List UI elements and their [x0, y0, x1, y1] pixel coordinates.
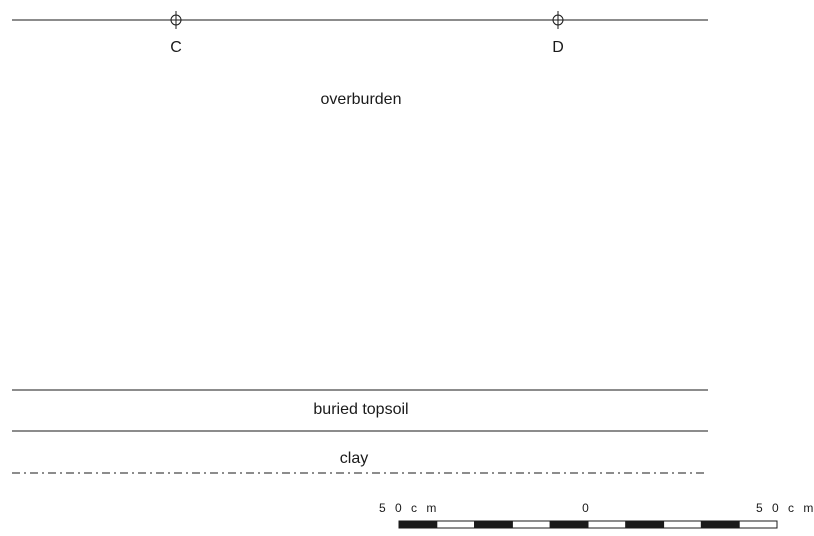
survey-marker-c: C: [167, 11, 185, 56]
scale-bar-segment: [663, 520, 702, 529]
layer-label-clay: clay: [340, 450, 368, 467]
scale-bar-segment: [700, 520, 740, 529]
scale-bar-segment: [625, 520, 665, 529]
scale-label-center: 0: [582, 501, 592, 515]
layer-label-buried-topsoil: buried topsoil: [313, 401, 408, 418]
survey-marker-d: D: [549, 11, 567, 56]
scale-bar-segment: [398, 520, 438, 529]
scale-label-right: 5 0 c m: [756, 501, 814, 515]
scale-bar-segment: [738, 520, 778, 529]
scale-bar-segment: [587, 520, 627, 529]
scale-bar: [398, 520, 778, 529]
scale-bar-segment: [511, 520, 551, 529]
scale-label-left: 5 0 c m: [379, 501, 439, 515]
scale-bar-segment: [436, 520, 476, 529]
marker-label-c: C: [170, 39, 182, 56]
scale-bar-segment: [549, 520, 589, 529]
scale-bar-segment: [474, 520, 513, 529]
marker-label-d: D: [552, 39, 564, 56]
layer-label-overburden: overburden: [321, 91, 402, 108]
